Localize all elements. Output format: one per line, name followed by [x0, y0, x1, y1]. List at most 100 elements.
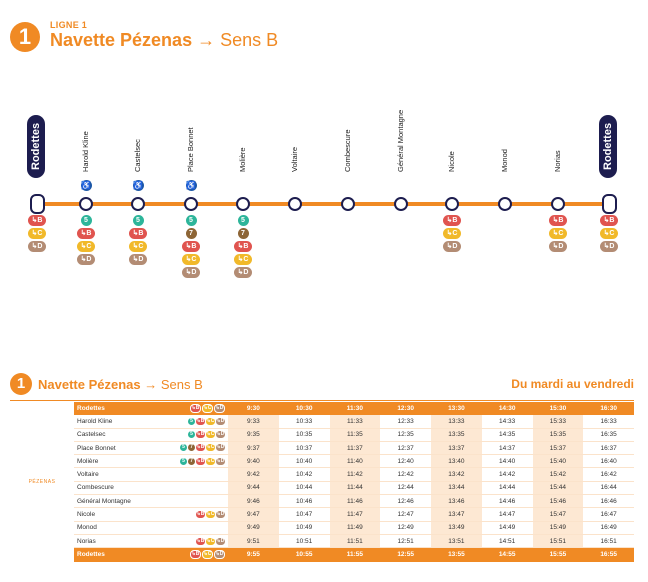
- table-row: Molière 5 7 ↳B ↳C ↳D 9:40 10:40 11:40 12:40 13:40 1…: [10, 454, 634, 469]
- departure-time: 11:37: [329, 441, 381, 456]
- departure-time: 16:30: [583, 402, 634, 416]
- stop-marker[interactable]: [445, 197, 459, 211]
- connection-5-icon: 5: [180, 457, 187, 465]
- stop-connection-c: ↳C: [129, 241, 147, 252]
- timetable-title: Navette Pézenas → Sens B: [38, 377, 203, 392]
- departure-time: 15:42: [532, 467, 584, 482]
- stop-marker[interactable]: [184, 197, 198, 211]
- departure-time: 16:44: [583, 481, 634, 496]
- stop-name: Combescure: [74, 481, 168, 496]
- connection-icons: 5 ↳B ↳C ↳D: [168, 414, 228, 429]
- connection-d-icon: ↳D: [216, 444, 225, 452]
- stop-label: Nicole: [447, 151, 456, 172]
- departure-time: 9:55: [228, 547, 279, 562]
- terminus-connection-d: ↳D: [600, 241, 618, 252]
- departure-time: 10:49: [278, 521, 330, 535]
- departure-time: 14:33: [481, 414, 533, 429]
- departure-time: 10:37: [278, 441, 330, 456]
- connection-icons: ↳B ↳C ↳D: [168, 534, 228, 549]
- departure-time: 16:55: [583, 547, 634, 562]
- connection-icons: [168, 467, 228, 482]
- stop-connection-b: ↳B: [77, 228, 95, 239]
- connection-icons: 5 7 ↳B ↳C ↳D: [168, 454, 228, 469]
- timetable: PÉZENAS Rodettes ↳B ↳C ↳D 9:30 10:30 11:30 12:30…: [10, 402, 634, 562]
- connection-7-icon: 7: [188, 444, 195, 452]
- connection-d-icon: ↳D: [216, 431, 225, 439]
- stop-marker[interactable]: [551, 197, 565, 211]
- departure-time: 9:49: [228, 521, 279, 535]
- connection-c-icon: ↳C: [202, 403, 213, 413]
- stop-connection-c: ↳C: [234, 254, 252, 265]
- departure-time: 14:51: [481, 534, 533, 549]
- stop-marker[interactable]: [236, 197, 250, 211]
- connection-icons: ↳B ↳C ↳D: [168, 507, 228, 522]
- stop-connection-d: ↳D: [77, 254, 95, 265]
- departure-time: 11:42: [329, 467, 381, 482]
- connection-c-icon: ↳C: [206, 457, 215, 465]
- table-row: Voltaire 9:42 10:42 11:42 12:42 13:42 14:42 15:…: [10, 467, 634, 482]
- stop-label: Général Montagne: [396, 109, 405, 172]
- stop-connection-d: ↳D: [234, 267, 252, 278]
- stop-connection-c: ↳C: [443, 228, 461, 239]
- departure-time: 10:35: [278, 428, 330, 442]
- departure-time: 10:46: [278, 494, 330, 509]
- table-row: Combescure 9:44 10:44 11:44 12:44 13:44 14:44 1…: [10, 481, 634, 496]
- connection-7-icon: 7: [188, 457, 195, 465]
- table-row: Norias ↳B ↳C ↳D 9:51 10:51 11:51 12:51 13:51 14:5…: [10, 534, 634, 549]
- terminus-marker[interactable]: [601, 194, 617, 214]
- connection-icons: [168, 481, 228, 496]
- departure-time: 10:33: [278, 414, 330, 429]
- connection-d-icon: ↳D: [216, 457, 225, 465]
- connection-b-icon: ↳B: [196, 417, 205, 425]
- departure-time: 11:49: [329, 521, 381, 535]
- stop-label: Combescure: [343, 129, 352, 172]
- terminus-label: Rodettes: [599, 114, 617, 178]
- departure-time: 13:49: [431, 521, 482, 535]
- stop-marker[interactable]: [288, 197, 302, 211]
- stop-label: Harold Kline: [81, 131, 90, 172]
- departure-time: 16:37: [583, 441, 634, 456]
- stop-connection-5: 5: [80, 215, 92, 226]
- connection-b-icon: ↳B: [196, 431, 205, 439]
- stop-marker[interactable]: [341, 197, 355, 211]
- connection-icons: 5 7 ↳B ↳C ↳D: [168, 441, 228, 456]
- departure-time: 13:33: [431, 414, 482, 429]
- departure-time: 13:44: [431, 481, 482, 496]
- stop-connection-b: ↳B: [549, 215, 567, 226]
- departure-time: 13:30: [431, 402, 482, 416]
- departure-time: 12:47: [380, 507, 431, 522]
- stop-connection-d: ↳D: [549, 241, 567, 252]
- departure-time: 16:51: [583, 534, 634, 549]
- departure-time: 10:42: [278, 467, 330, 482]
- route-name: Navette Pézenas: [50, 30, 193, 50]
- departure-time: 13:55: [431, 547, 482, 562]
- departure-time: 9:46: [228, 494, 279, 509]
- departure-time: 11:55: [329, 547, 381, 562]
- table-row: Nicole ↳B ↳C ↳D 9:47 10:47 11:47 12:47 13:47 14:4…: [10, 507, 634, 522]
- stop-connection-7: 7: [237, 228, 249, 239]
- stop-marker[interactable]: [79, 197, 93, 211]
- stop-connection-b: ↳B: [129, 228, 147, 239]
- connection-c-icon: ↳C: [206, 431, 215, 439]
- connection-b-icon: ↳B: [196, 457, 205, 465]
- departure-time: 10:55: [278, 547, 330, 562]
- terminus-connection-b: ↳B: [600, 215, 618, 226]
- stop-name: Rodettes: [74, 547, 168, 562]
- departure-time: 9:40: [228, 454, 279, 469]
- departure-time: 16:35: [583, 428, 634, 442]
- service-days: Du mardi au vendredi: [511, 377, 634, 391]
- stop-connection-7: 7: [185, 228, 197, 239]
- stop-marker[interactable]: [498, 197, 512, 211]
- stop-marker[interactable]: [394, 197, 408, 211]
- departure-time: 15:33: [532, 414, 584, 429]
- terminus-marker[interactable]: [29, 194, 45, 214]
- connection-d-icon: ↳D: [216, 537, 225, 545]
- departure-time: 15:47: [532, 507, 584, 522]
- table-row: Monod 9:49 10:49 11:49 12:49 13:49 14:49 15:49 1…: [10, 521, 634, 535]
- departure-time: 12:51: [380, 534, 431, 549]
- stop-marker[interactable]: [131, 197, 145, 211]
- wheelchair-icon: ♿: [185, 180, 197, 191]
- departure-time: 14:30: [481, 402, 533, 416]
- wheelchair-icon: ♿: [80, 180, 92, 191]
- departure-time: 9:42: [228, 467, 279, 482]
